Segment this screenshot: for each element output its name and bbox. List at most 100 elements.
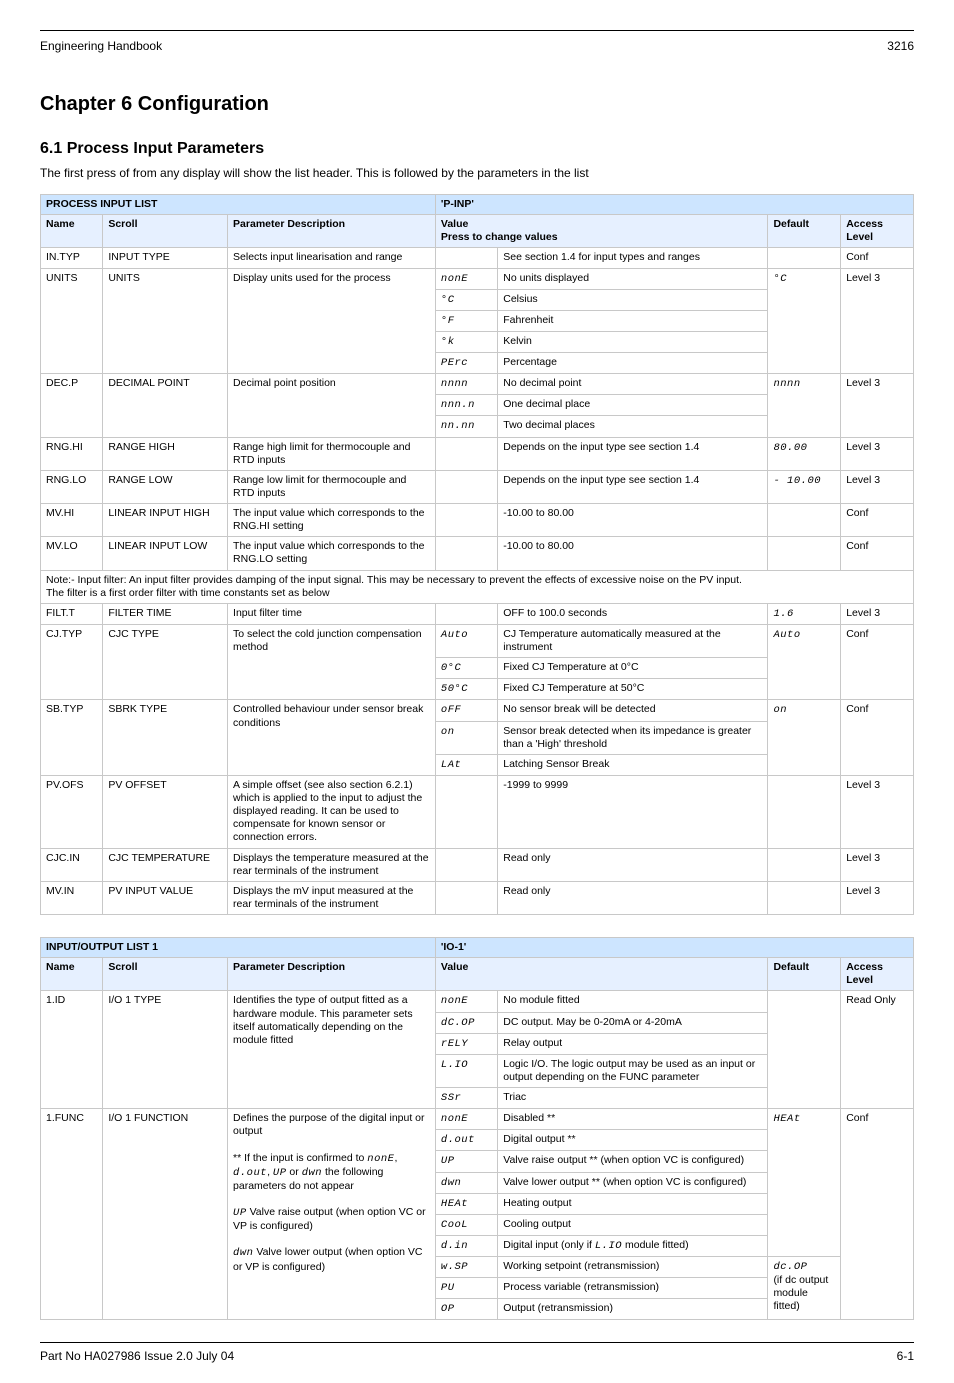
param-access: Level 3 [841,437,914,470]
param-access: Level 3 [841,775,914,848]
param-desc: Display units used for the process [228,268,436,374]
value-code: rELY [435,1033,497,1054]
param-desc: Displays the temperature measured at the… [228,848,436,881]
value-code: nnnn [435,374,497,395]
param-default2: dc.OP(if dc output module fitted) [768,1257,841,1320]
value-meaning: Digital output ** [498,1130,768,1151]
param-name: CJC.IN [41,848,103,881]
value-meaning: Depends on the input type see section 1.… [498,437,768,470]
param-scroll: PV OFFSET [103,775,228,848]
param-scroll: LINEAR INPUT LOW [103,537,228,570]
param-access: Conf [841,248,914,268]
param-access: Conf [841,537,914,570]
t2-col-scroll: Scroll [103,958,228,991]
value-meaning: Celsius [498,289,768,310]
value-code [435,881,497,914]
t1-title-left: PROCESS INPUT LIST [41,195,436,215]
param-name: FILT.T [41,603,103,624]
param-desc: Displays the mV input measured at the re… [228,881,436,914]
value-code: nnn.n [435,395,497,416]
param-desc: Identifies the type of output fitted as … [228,991,436,1109]
param-desc: To select the cold junction compensation… [228,624,436,700]
value-meaning: -1999 to 9999 [498,775,768,848]
param-name: IN.TYP [41,248,103,268]
value-meaning: Two decimal places [498,416,768,437]
param-access: Level 3 [841,470,914,503]
param-scroll: RANGE LOW [103,470,228,503]
param-scroll: CJC TEMPERATURE [103,848,228,881]
value-meaning: Disabled ** [498,1109,768,1130]
param-access: Conf [841,624,914,700]
value-meaning: One decimal place [498,395,768,416]
value-meaning: Cooling output [498,1214,768,1235]
param-scroll: I/O 1 FUNCTION [103,1109,228,1320]
note-row: Note:- Input filter: An input filter pro… [41,570,914,603]
value-meaning: OFF to 100.0 seconds [498,603,768,624]
value-code [435,248,497,268]
param-desc: Range low limit for thermocouple and RTD… [228,470,436,503]
value-code: Auto [435,624,497,657]
param-access: Conf [841,1109,914,1320]
col-name: Name [41,215,103,248]
value-meaning: See section 1.4 for input types and rang… [498,248,768,268]
param-name: CJ.TYP [41,624,103,700]
value-code: 50°C [435,679,497,700]
param-access: Level 3 [841,603,914,624]
value-meaning: No module fitted [498,991,768,1012]
param-scroll: SBRK TYPE [103,700,228,776]
col-access: Access Level [841,215,914,248]
value-code: OP [435,1299,497,1320]
value-code: L.IO [435,1054,497,1087]
intro-text: The first press of from any display will… [40,166,914,180]
param-default: Auto [768,624,841,700]
value-code: nn.nn [435,416,497,437]
param-desc: Selects input linearisation and range [228,248,436,268]
col-value: ValuePress to change values [435,215,768,248]
param-default [768,504,841,537]
value-meaning: Fixed CJ Temperature at 0°C [498,658,768,679]
value-code: °k [435,331,497,352]
param-default: 1.6 [768,603,841,624]
doc-id: Engineering Handbook [40,39,162,53]
param-access: Level 3 [841,881,914,914]
value-meaning: Percentage [498,353,768,374]
param-access: Conf [841,700,914,776]
param-default [768,881,841,914]
param-desc: A simple offset (see also section 6.2.1)… [228,775,436,848]
value-meaning: Read only [498,848,768,881]
value-meaning: Sensor break detected when its impedance… [498,721,768,754]
value-meaning: Triac [498,1088,768,1109]
value-code: HEAt [435,1193,497,1214]
value-meaning: DC output. May be 0-20mA or 4-20mA [498,1012,768,1033]
value-code: dC.OP [435,1012,497,1033]
value-code: oFF [435,700,497,721]
param-access: Level 3 [841,848,914,881]
value-meaning: CJ Temperature automatically measured at… [498,624,768,657]
param-default [768,848,841,881]
value-meaning: Process variable (retransmission) [498,1278,768,1299]
value-meaning: Depends on the input type see section 1.… [498,470,768,503]
param-desc: Defines the purpose of the digital input… [228,1109,436,1320]
value-code: PU [435,1278,497,1299]
value-meaning: Digital input (only if L.IO module fitte… [498,1235,768,1256]
value-code: w.SP [435,1257,497,1278]
value-meaning: Latching Sensor Break [498,754,768,775]
param-scroll: DECIMAL POINT [103,374,228,437]
param-scroll: PV INPUT VALUE [103,881,228,914]
param-name: 1.ID [41,991,103,1109]
value-meaning: Output (retransmission) [498,1299,768,1320]
param-default [768,248,841,268]
value-meaning: Valve raise output ** (when option VC is… [498,1151,768,1172]
value-meaning: No sensor break will be detected [498,700,768,721]
value-meaning: Relay output [498,1033,768,1054]
value-meaning: Heating output [498,1193,768,1214]
param-scroll: I/O 1 TYPE [103,991,228,1109]
value-code: nonE [435,268,497,289]
param-default [768,537,841,570]
param-scroll: FILTER TIME [103,603,228,624]
param-desc: Controlled behaviour under sensor break … [228,700,436,776]
chapter-title: Chapter 6 Configuration [40,93,914,116]
param-access: Level 3 [841,268,914,374]
param-desc: The input value which corresponds to the… [228,537,436,570]
param-default: 80.00 [768,437,841,470]
